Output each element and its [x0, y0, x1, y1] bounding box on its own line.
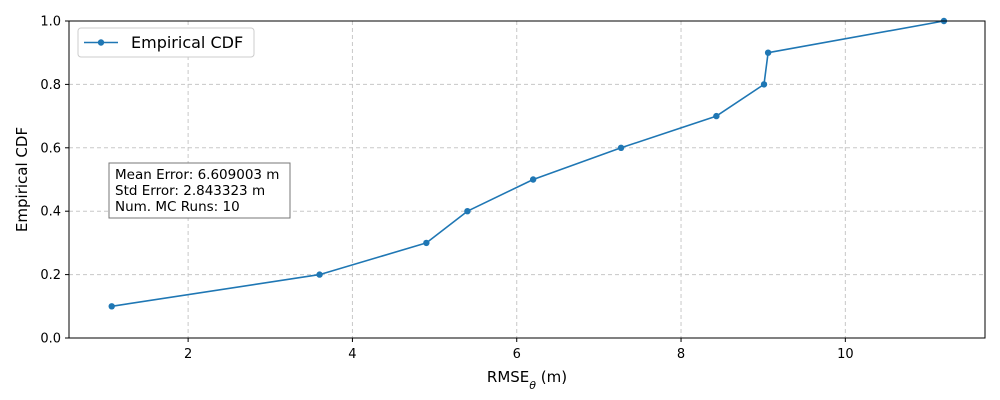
- data-point: [617, 144, 625, 151]
- x-tick-label: 4: [348, 347, 356, 362]
- x-tick-label: 8: [677, 347, 685, 362]
- data-point: [316, 271, 323, 278]
- y-tick-label: 0.4: [40, 205, 61, 220]
- x-tick-label: 10: [837, 347, 854, 362]
- data-point: [464, 208, 471, 215]
- legend-box: [77, 27, 255, 58]
- data-point: [423, 239, 430, 247]
- x-tick-label: 6: [513, 347, 521, 362]
- legend: Empirical CDF: [77, 27, 255, 58]
- std-error-text: Std Error: 2.843323 m: [115, 183, 265, 199]
- series-line: [111, 20, 945, 308]
- x-axis-title: RMSEθ (m): [487, 368, 567, 392]
- data-point: [764, 49, 772, 56]
- y-tick-label: 0.2: [40, 268, 61, 283]
- data-point: [108, 303, 115, 310]
- data-point: [529, 176, 537, 183]
- y-axis-title: Empirical CDF: [13, 127, 31, 232]
- mean-error-text: Mean Error: 6.609003 m: [115, 167, 279, 183]
- plot-frame: [68, 20, 986, 339]
- y-tick-label: 0.0: [40, 332, 61, 347]
- x-axis-title-unit: (m): [536, 368, 567, 386]
- series-layer: [108, 17, 948, 310]
- y-tick-label: 0.8: [40, 78, 61, 93]
- stats-annotation: Mean Error: 6.609003 m Std Error: 2.8433…: [108, 162, 291, 219]
- y-tick-label: 0.6: [40, 141, 61, 156]
- x-axis-title-main: RMSE: [487, 368, 529, 386]
- x-tick-label: 2: [184, 347, 192, 362]
- x-axis-title-subscript: θ: [529, 379, 536, 392]
- legend-label: Empirical CDF: [131, 33, 243, 52]
- mc-runs-text: Num. MC Runs: 10: [115, 199, 240, 215]
- legend-point-marker: [97, 39, 105, 46]
- y-tick-label: 1.0: [40, 15, 61, 30]
- tick-layer: 2 4 6 8 10 0.0 0.2 0.4 0.6 0.8 1.0: [40, 15, 853, 363]
- data-point: [760, 81, 768, 88]
- stats-annotation-box: [108, 162, 291, 219]
- data-point: [713, 112, 720, 120]
